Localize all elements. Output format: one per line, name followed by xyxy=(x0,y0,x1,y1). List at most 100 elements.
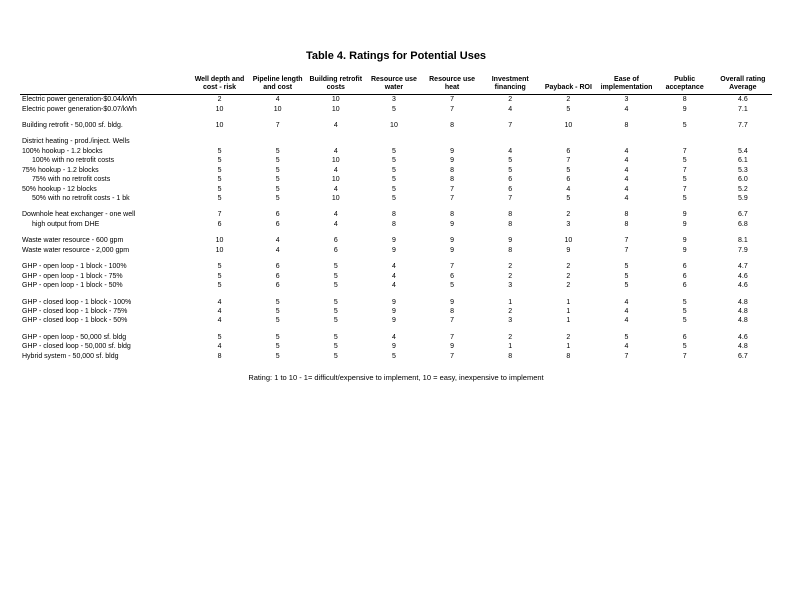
cell: 6 xyxy=(539,175,597,184)
row-label: 100% hookup - 1.2 blocks xyxy=(20,147,190,156)
cell: 6.8 xyxy=(714,220,772,229)
table-row: GHP - open loop - 1 block - 100%56547225… xyxy=(20,262,772,271)
table-row: GHP - open loop - 50,000 sf. bldg5554722… xyxy=(20,333,772,342)
cell: 5.2 xyxy=(714,185,772,194)
cell: 5 xyxy=(365,352,423,361)
cell: 5 xyxy=(656,307,714,316)
cell: 8 xyxy=(481,352,539,361)
cell: 3 xyxy=(481,281,539,290)
cell: 9 xyxy=(365,246,423,255)
cell: 4.7 xyxy=(714,262,772,271)
cell: 10 xyxy=(539,236,597,245)
cell: 6 xyxy=(307,236,365,245)
table-row: 50% hookup - 12 blocks5545764475.2 xyxy=(20,185,772,194)
cell: 4 xyxy=(597,147,655,156)
cell xyxy=(190,137,248,146)
cell: 5 xyxy=(307,333,365,342)
cell xyxy=(249,137,307,146)
cell: 5 xyxy=(190,185,248,194)
spacer-cell xyxy=(20,229,772,236)
table-row: GHP - open loop - 1 block - 75%565462256… xyxy=(20,272,772,281)
row-label: high output from DHE xyxy=(20,220,190,229)
cell: 9 xyxy=(365,298,423,307)
cell: 1 xyxy=(539,307,597,316)
cell: 5 xyxy=(249,185,307,194)
cell: 9 xyxy=(539,246,597,255)
cell: 4 xyxy=(190,342,248,351)
ratings-table: Well depth and cost - riskPipeline lengt… xyxy=(20,76,772,361)
cell: 3 xyxy=(539,220,597,229)
cell: 5 xyxy=(249,298,307,307)
cell: 9 xyxy=(365,307,423,316)
cell: 5 xyxy=(365,166,423,175)
cell: 2 xyxy=(539,262,597,271)
col-header: Well depth and cost - risk xyxy=(190,76,248,95)
row-label: GHP - closed loop - 1 block - 100% xyxy=(20,298,190,307)
table-row: District heating - prod./inject. Wells xyxy=(20,137,772,146)
cell: 5 xyxy=(249,156,307,165)
table-row: Electric power generation-$0.07/kWh10101… xyxy=(20,105,772,114)
cell: 4.8 xyxy=(714,307,772,316)
cell: 8 xyxy=(423,307,481,316)
cell: 8 xyxy=(365,220,423,229)
cell xyxy=(481,137,539,146)
cell: 7 xyxy=(656,166,714,175)
cell: 6 xyxy=(656,262,714,271)
cell: 7 xyxy=(597,246,655,255)
cell: 5 xyxy=(249,175,307,184)
cell: 5 xyxy=(190,272,248,281)
cell: 9 xyxy=(481,236,539,245)
cell: 5 xyxy=(190,281,248,290)
cell: 8 xyxy=(365,210,423,219)
cell: 8 xyxy=(423,166,481,175)
cell: 7 xyxy=(481,194,539,203)
cell: 1 xyxy=(481,342,539,351)
cell: 9 xyxy=(423,236,481,245)
cell: 8 xyxy=(423,121,481,130)
cell: 5 xyxy=(597,262,655,271)
table-row: GHP - closed loop - 1 block - 75%4559821… xyxy=(20,307,772,316)
cell: 10 xyxy=(190,236,248,245)
col-header-label xyxy=(20,76,190,95)
cell: 10 xyxy=(307,194,365,203)
table-row: Electric power generation-$0.04/kWh24103… xyxy=(20,95,772,105)
cell: 9 xyxy=(423,342,481,351)
table-row: Building retrofit - 50,000 sf. bldg.1074… xyxy=(20,121,772,130)
cell: 5 xyxy=(307,281,365,290)
row-label: GHP - open loop - 1 block - 75% xyxy=(20,272,190,281)
col-header: Investment financing xyxy=(481,76,539,95)
cell: 4.8 xyxy=(714,342,772,351)
cell: 4 xyxy=(597,105,655,114)
cell: 4 xyxy=(597,185,655,194)
cell: 5 xyxy=(656,194,714,203)
cell: 4 xyxy=(597,194,655,203)
cell: 8 xyxy=(597,121,655,130)
col-header: Payback - ROI xyxy=(539,76,597,95)
cell: 2 xyxy=(481,262,539,271)
cell: 5 xyxy=(190,194,248,203)
cell: 9 xyxy=(656,220,714,229)
cell: 3 xyxy=(365,95,423,105)
cell: 7 xyxy=(423,262,481,271)
cell: 5 xyxy=(539,194,597,203)
cell: 9 xyxy=(656,236,714,245)
cell: 2 xyxy=(190,95,248,105)
cell: 9 xyxy=(423,298,481,307)
cell: 4 xyxy=(597,156,655,165)
row-label: GHP - open loop - 50,000 sf. bldg xyxy=(20,333,190,342)
cell: 5 xyxy=(249,147,307,156)
cell: 6 xyxy=(249,272,307,281)
spacer-cell xyxy=(20,130,772,137)
cell: 8 xyxy=(481,210,539,219)
cell: 5 xyxy=(656,175,714,184)
cell: 5 xyxy=(190,333,248,342)
cell: 5 xyxy=(249,352,307,361)
cell: 6 xyxy=(656,281,714,290)
cell: 10 xyxy=(190,105,248,114)
cell: 4 xyxy=(307,210,365,219)
cell: 7 xyxy=(656,147,714,156)
cell: 6 xyxy=(249,220,307,229)
row-label: GHP - closed loop - 1 block - 50% xyxy=(20,316,190,325)
row-label: 50% with no retrofit costs - 1 bk xyxy=(20,194,190,203)
cell xyxy=(423,137,481,146)
